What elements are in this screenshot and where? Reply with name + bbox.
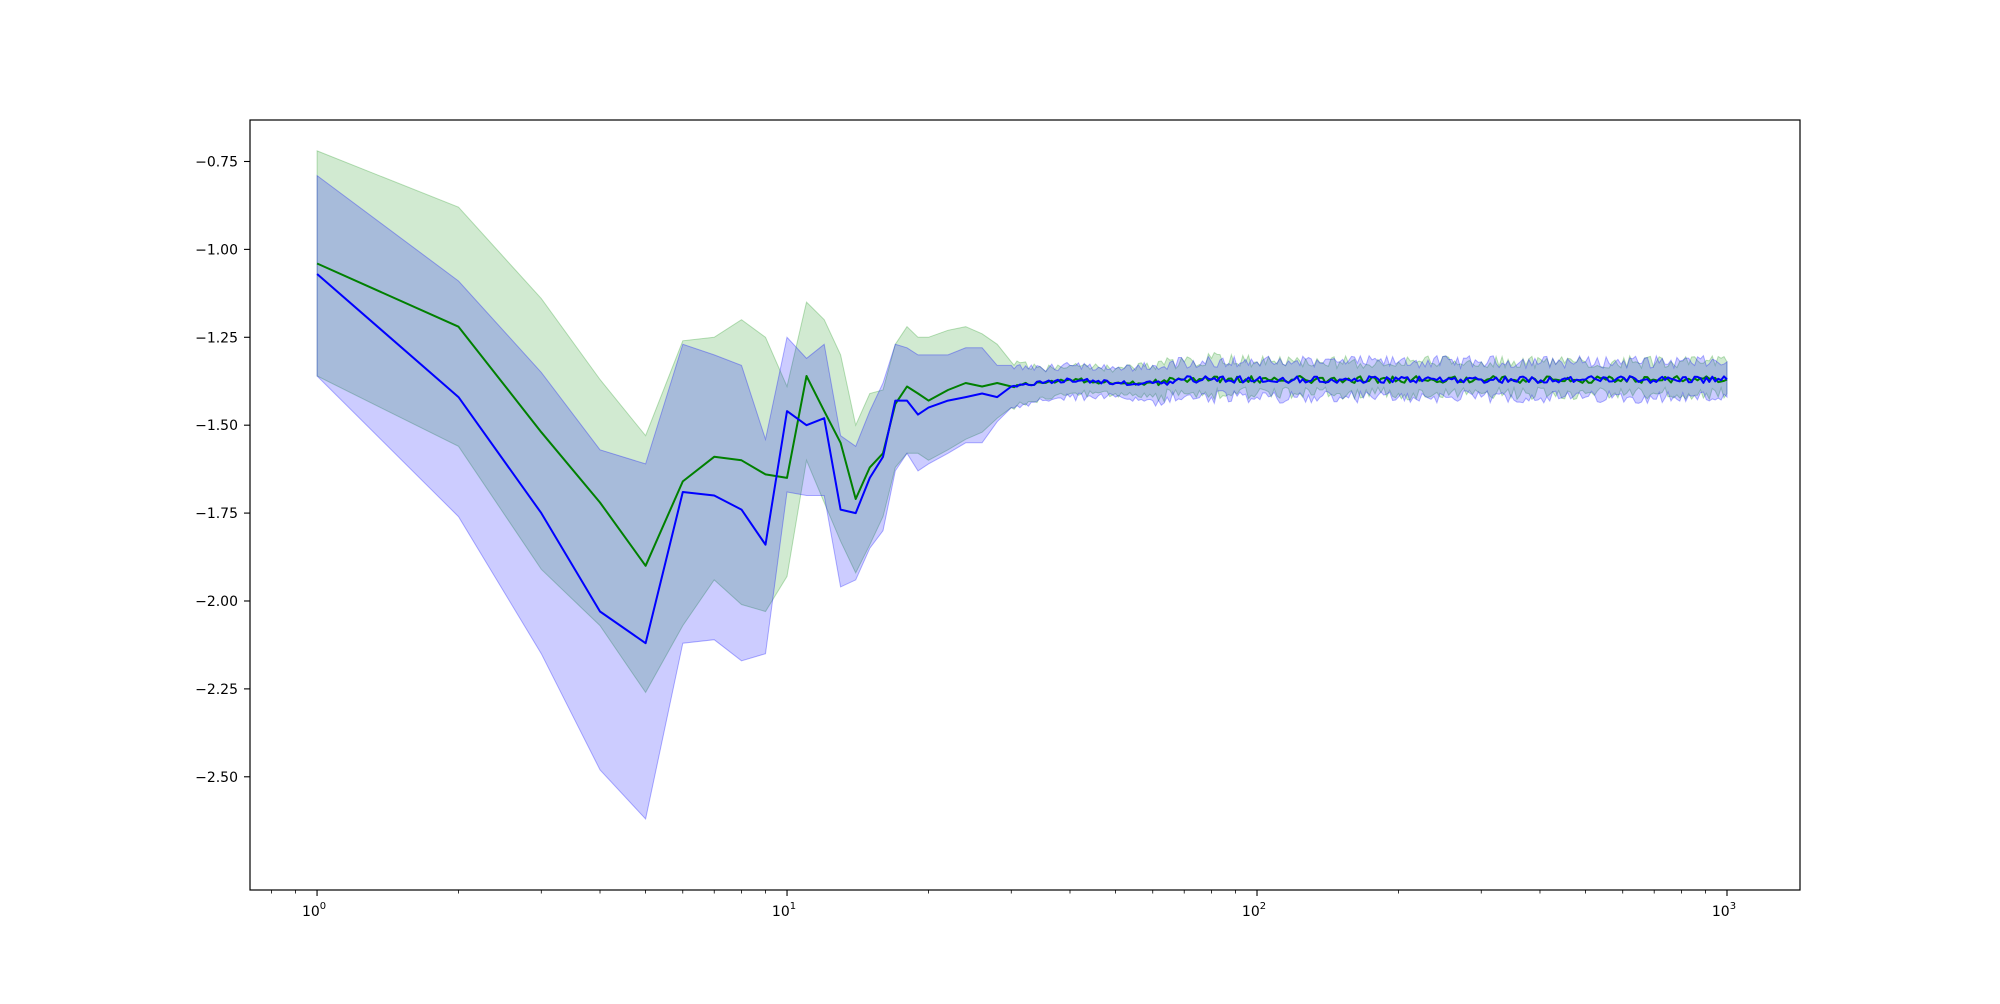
y-tick-label: −1.25 <box>195 330 238 346</box>
series-1-band <box>316 150 1728 694</box>
x-tick-label: 103 <box>1712 901 1736 920</box>
series-2-band <box>316 174 1728 821</box>
confidence-bands <box>316 150 1728 821</box>
x-tick-label: 102 <box>1242 901 1266 920</box>
series-2-line <box>316 273 1728 645</box>
y-axis: −0.75 −1.00 −1.25 −1.50 −1.75 −2.00 −2.25 −2.50 <box>195 154 250 786</box>
y-tick-label: −1.00 <box>195 242 238 258</box>
y-tick-label: −2.00 <box>195 594 238 610</box>
x-axis: 100 101 102 103 <box>271 890 1736 920</box>
x-tick-label: 101 <box>772 901 796 920</box>
plot-frame <box>249 119 1801 891</box>
series-lines <box>316 262 1728 645</box>
y-tick-label: −1.50 <box>195 418 238 434</box>
y-tick-label: −1.75 <box>195 506 238 522</box>
y-tick-label: −2.25 <box>195 682 238 698</box>
x-tick-label: 100 <box>302 901 326 920</box>
y-tick-label: −2.50 <box>195 770 238 786</box>
y-tick-label: −0.75 <box>195 154 238 170</box>
